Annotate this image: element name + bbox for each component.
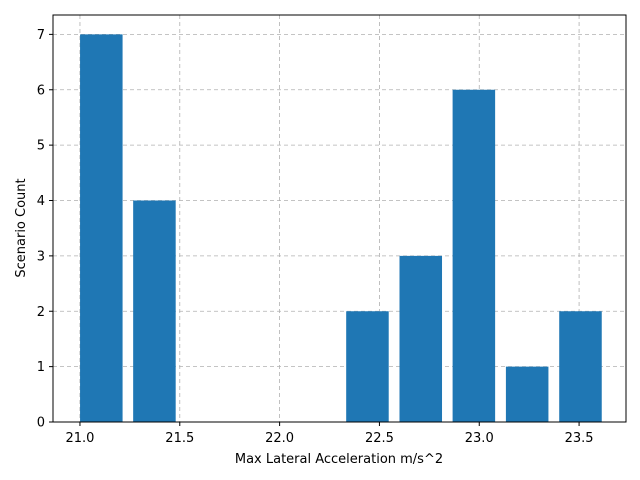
plot-frame bbox=[52, 14, 627, 423]
y-tick-label: 7 bbox=[37, 28, 45, 43]
x-tick-label: 21.5 bbox=[165, 431, 194, 446]
y-tick-label: 6 bbox=[37, 83, 45, 98]
y-tick-label: 5 bbox=[37, 139, 45, 154]
x-tick-label: 22.0 bbox=[265, 431, 294, 446]
bars-group bbox=[80, 34, 602, 423]
bar bbox=[452, 89, 496, 423]
bar bbox=[346, 311, 389, 422]
x-tick-label: 23.5 bbox=[565, 431, 594, 446]
bar bbox=[133, 200, 176, 422]
bar bbox=[559, 311, 602, 422]
y-axis-ticks: 0 1 2 3 4 5 6 7 bbox=[37, 28, 53, 431]
x-axis-label: Max Lateral Acceleration m/s^2 bbox=[235, 452, 443, 467]
y-tick-label: 4 bbox=[37, 194, 45, 209]
y-tick-label: 2 bbox=[37, 305, 45, 320]
x-axis-ticks: 21.0 21.5 22.0 22.5 23.0 23.5 bbox=[65, 422, 594, 446]
x-tick-label: 22.5 bbox=[365, 431, 394, 446]
y-tick-label: 3 bbox=[37, 249, 45, 264]
y-tick-label: 0 bbox=[37, 416, 45, 431]
y-axis-label: Scenario Count bbox=[14, 178, 29, 277]
y-tick-label: 1 bbox=[37, 360, 45, 375]
axes-frame bbox=[52, 14, 627, 423]
bar bbox=[505, 366, 549, 422]
x-tick-label: 21.0 bbox=[65, 431, 94, 446]
x-tick-label: 23.0 bbox=[465, 431, 494, 446]
bar bbox=[399, 255, 443, 422]
bar bbox=[80, 34, 123, 422]
